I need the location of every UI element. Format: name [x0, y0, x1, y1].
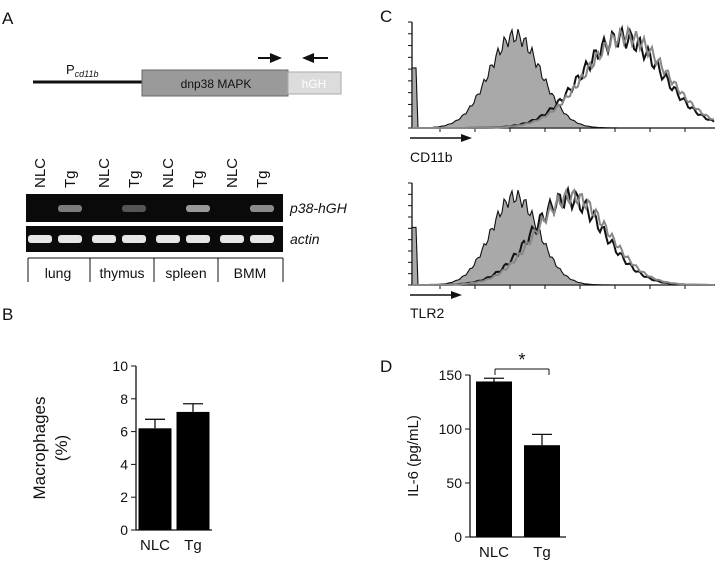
significance-star: * — [518, 350, 525, 370]
significance-bracket — [494, 368, 550, 375]
panel-letter-b: B — [2, 305, 13, 324]
gel-lane-labels: NLC Tg NLC Tg NLC Tg NLC Tg — [32, 158, 271, 188]
histogram-cd11b — [408, 21, 715, 132]
y-tick-label: 100 — [439, 421, 463, 437]
panel-letter-d: D — [380, 357, 392, 376]
y-axis-unit: (%) — [52, 435, 71, 461]
x-tick-label: Tg — [184, 537, 202, 554]
gel-label-p38-hgh: p38-hGH — [289, 200, 348, 216]
p38-bands — [58, 205, 274, 212]
y-tick-label: 10 — [112, 358, 128, 374]
y-tick-label: 0 — [454, 529, 462, 545]
construct-diagram: Pcd11b dnp38 MAPK hGH — [33, 53, 342, 97]
bar — [476, 381, 512, 537]
x-tick-label: Tg — [533, 544, 551, 561]
dnp38-label: dnp38 MAPK — [181, 77, 252, 91]
hist-control-curve — [411, 27, 715, 129]
y-tick-label: 8 — [120, 391, 128, 407]
promoter-subscript: cd11b — [75, 69, 99, 79]
x-tick-label: NLC — [140, 537, 170, 554]
bar — [524, 445, 560, 537]
gel-label-actin: actin — [290, 231, 320, 247]
histogram-tlr2 — [408, 182, 715, 289]
gel-band-actin — [28, 235, 52, 243]
panel-letter-a: A — [2, 9, 14, 28]
lane-label: Tg — [62, 170, 79, 188]
arrow-cd11b — [410, 134, 472, 142]
tissue-label-lung: lung — [45, 265, 71, 281]
tissue-brackets — [27, 258, 284, 282]
lane-label: NLC — [160, 158, 177, 188]
y-tick-label: 0 — [120, 522, 128, 538]
lane-label: NLC — [32, 158, 49, 188]
chart-d: 0 50 100 150 NLC Tg IL-6 (pg/mL) — [405, 367, 566, 561]
gel-band-p38 — [250, 205, 274, 212]
y-tick-label: 4 — [120, 456, 128, 472]
primer-arrow-reverse — [302, 53, 328, 63]
tissue-label-spleen: spleen — [165, 265, 206, 281]
hist-tg-curve — [412, 24, 715, 129]
x-tick-label: NLC — [479, 544, 509, 561]
hgh-label: hGH — [302, 77, 327, 91]
gel-band-p38 — [186, 205, 210, 212]
bar — [138, 428, 172, 530]
gel-band-actin — [58, 235, 82, 243]
y-tick-label: 6 — [120, 424, 128, 440]
lane-label: Tg — [126, 170, 143, 188]
y-axis-label: Macrophages — [30, 396, 49, 499]
hgh-box — [287, 71, 342, 95]
gel-band-actin — [186, 235, 210, 243]
marker-label-tlr2: TLR2 — [410, 305, 444, 321]
actin-bands — [28, 235, 274, 243]
tissue-label-bmm: BMM — [234, 265, 267, 281]
y-tick-label: 50 — [446, 475, 462, 491]
gel-band-actin — [92, 235, 116, 243]
gel-band-actin — [156, 235, 180, 243]
y-tick-label: 150 — [439, 367, 463, 383]
lane-label: NLC — [96, 158, 113, 188]
chart-b: 0 2 4 6 8 10 NLC Tg Macrophages (%) — [30, 358, 212, 554]
bar — [176, 411, 210, 530]
lane-label: NLC — [224, 158, 241, 188]
gel-band-p38 — [58, 205, 82, 212]
gel-band-actin — [250, 235, 274, 243]
hist-tg-curve — [412, 187, 714, 286]
promoter-label: P — [66, 62, 75, 77]
gel-band-actin — [122, 235, 146, 243]
panel-letter-c: C — [380, 7, 392, 26]
lane-label: Tg — [190, 170, 207, 188]
hist-control-curve — [411, 188, 715, 286]
lane-label: Tg — [254, 170, 271, 188]
gel-band-p38 — [122, 205, 146, 212]
tissue-label-thymus: thymus — [99, 265, 144, 281]
y-axis-label: IL-6 (pg/mL) — [405, 415, 422, 497]
marker-label-cd11b: CD11b — [410, 149, 453, 165]
y-tick-label: 2 — [120, 489, 128, 505]
gel-band-actin — [220, 235, 244, 243]
svg-text:Pcd11b: Pcd11b — [66, 62, 99, 79]
arrow-tlr2 — [410, 291, 462, 299]
primer-arrow-forward — [258, 53, 282, 63]
